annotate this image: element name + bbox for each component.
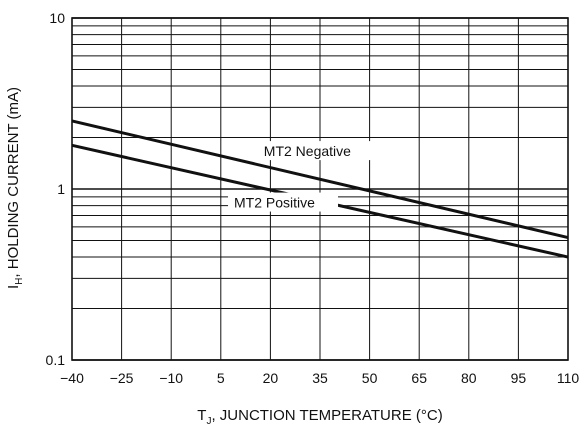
y-axis-title-rest: , HOLDING CURRENT (mA)	[5, 87, 22, 278]
x-axis-title-main: T	[197, 407, 206, 424]
x-tick-label: 35	[312, 370, 328, 386]
annotation-label: MT2 Positive	[234, 195, 315, 211]
x-axis-title: TJ, JUNCTION TEMPERATURE (°C)	[197, 407, 442, 427]
annotation-label: MT2 Negative	[264, 143, 351, 159]
y-axis-title-sub: H	[14, 278, 25, 285]
annotation-background	[257, 141, 374, 161]
annotation-background	[228, 192, 339, 212]
x-tick-label: 50	[362, 370, 378, 386]
x-tick-label: −25	[110, 370, 134, 386]
x-axis-title-sub: J	[206, 416, 211, 427]
x-axis-title-rest: , JUNCTION TEMPERATURE (°C)	[211, 407, 442, 424]
x-tick-label: −40	[60, 370, 84, 386]
x-tick-label: 65	[411, 370, 427, 386]
series-line-1	[71, 119, 569, 240]
y-tick-label: 1	[57, 181, 65, 197]
y-tick-label: 10	[49, 10, 65, 26]
x-tick-label: 5	[217, 370, 225, 386]
x-tick-label: 110	[557, 370, 580, 386]
x-tick-label: 95	[511, 370, 527, 386]
x-tick-label: 80	[461, 370, 477, 386]
x-tick-label: 20	[263, 370, 279, 386]
x-tick-label: −10	[159, 370, 183, 386]
plot-frame	[71, 17, 569, 361]
y-tick-label: 0.1	[46, 352, 66, 368]
y-axis-title: IH, HOLDING CURRENT (mA)	[5, 87, 25, 289]
y-axis-title-main: I	[5, 285, 22, 289]
